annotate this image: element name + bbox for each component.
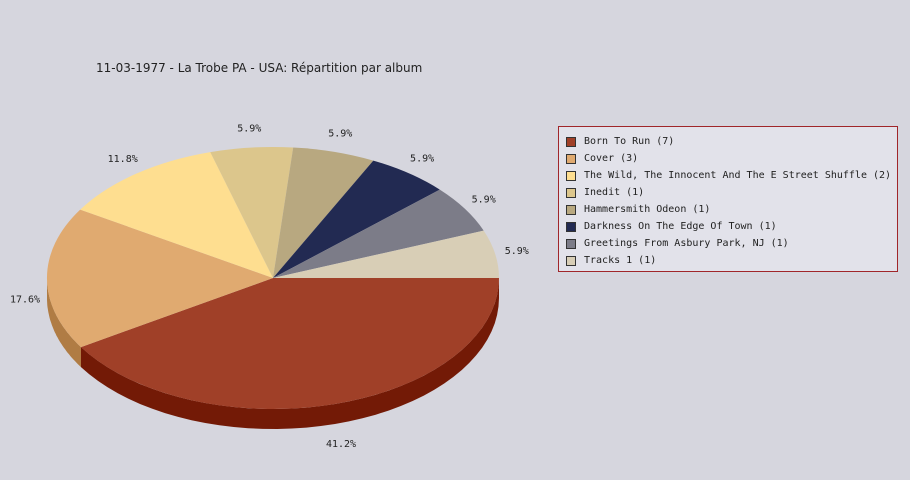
legend-label: Darkness On The Edge Of Town (1)	[584, 221, 777, 232]
chart-title: 11-03-1977 - La Trobe PA - USA: Répartit…	[96, 61, 423, 75]
slice-label-4: 5.9%	[328, 129, 352, 140]
pie-slice-5	[273, 160, 440, 278]
legend-item: Greetings From Asbury Park, NJ (1)	[566, 235, 897, 252]
legend-swatch	[566, 255, 576, 266]
legend-item: Tracks 1 (1)	[566, 252, 897, 269]
pie-slice-4	[273, 147, 374, 278]
legend-swatch	[566, 153, 576, 164]
legend-swatch	[566, 221, 576, 232]
chart-legend: Born To Run (7) Cover (3) The Wild, The In…	[558, 126, 898, 272]
pie-slice-6	[273, 189, 484, 278]
legend-item: The Wild, The Innocent And The E Street …	[566, 167, 897, 184]
slice-label-1: 17.6%	[10, 295, 40, 306]
slice-label-3: 5.9%	[237, 124, 261, 135]
pie-side-1	[47, 278, 81, 368]
legend-item: Inedit (1)	[566, 184, 897, 201]
legend-item: Cover (3)	[566, 150, 897, 167]
legend-swatch	[566, 238, 576, 249]
legend-label: Born To Run (7)	[584, 136, 675, 147]
slice-label-0: 41.2%	[326, 439, 356, 450]
legend-swatch	[566, 170, 576, 181]
legend-item: Hammersmith Odeon (1)	[566, 201, 897, 218]
slice-label-6: 5.9%	[472, 194, 496, 205]
legend-item: Born To Run (7)	[566, 133, 897, 150]
pie-slice-0	[81, 278, 499, 409]
legend-label: Greetings From Asbury Park, NJ (1)	[584, 238, 789, 249]
pie-slice-2	[80, 152, 273, 278]
legend-label: Hammersmith Odeon (1)	[584, 204, 711, 215]
legend-label: Cover (3)	[584, 153, 639, 164]
legend-label: Inedit (1)	[584, 187, 645, 198]
pie-side-0	[81, 278, 499, 429]
pie-slice-1	[46, 209, 273, 348]
slice-label-2: 11.8%	[108, 154, 138, 165]
pie-slice-7	[273, 230, 499, 278]
legend-swatch	[566, 204, 576, 215]
legend-swatch	[566, 136, 576, 147]
slice-label-5: 5.9%	[410, 153, 434, 164]
legend-label: Tracks 1 (1)	[584, 255, 657, 266]
legend-item: Darkness On The Edge Of Town (1)	[566, 218, 897, 235]
slice-label-7: 5.9%	[505, 246, 529, 257]
legend-label: The Wild, The Innocent And The E Street …	[584, 170, 892, 181]
legend-swatch	[566, 187, 576, 198]
pie-slice-3	[210, 146, 294, 278]
